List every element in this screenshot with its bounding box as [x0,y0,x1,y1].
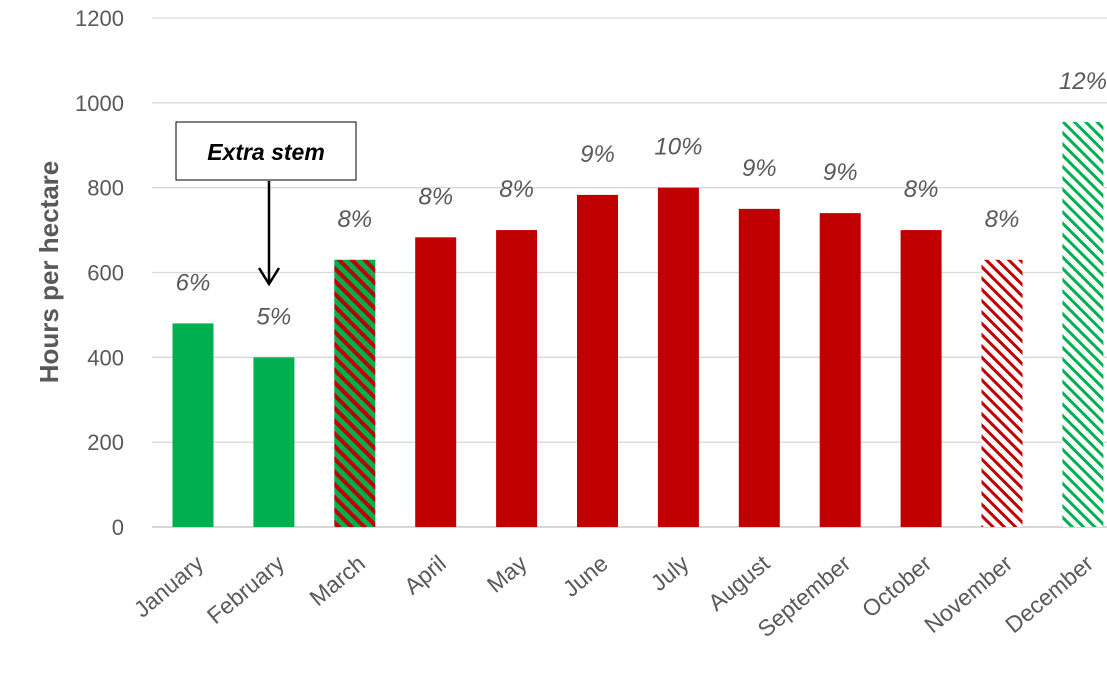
annotation-box [175,121,357,181]
bar-january [172,323,214,527]
bar-march [334,259,376,527]
bar-june [577,194,618,527]
percent-label: 8% [418,183,453,210]
bar-may [496,230,538,528]
percent-label: 6% [176,269,211,296]
x-tick-label: January [129,550,209,623]
x-tick-label: July [646,550,694,597]
y-tick-label: 200 [87,430,124,455]
gridlines [152,17,1107,528]
annotation-arrow-head [257,267,281,287]
percent-label: 5% [257,303,292,330]
y-axis-label: Hours per hectare [34,161,64,384]
x-tick-label: April [399,550,451,599]
bar-february [253,357,295,527]
y-tick-label: 400 [87,345,124,370]
x-tick-label: March [304,550,370,611]
y-tick-label: 1000 [75,91,124,116]
annotation: Extra stem [175,121,357,287]
bars [172,121,1104,528]
bar-april [415,237,457,527]
bar-september [819,213,861,527]
percent-label: 8% [985,206,1020,233]
y-tick-label: 800 [87,176,124,201]
percent-label: 12% [1059,68,1107,95]
y-tick-label: 0 [112,515,124,540]
percent-label: 8% [499,176,534,203]
x-tick-label: November [919,550,1017,638]
percent-label: 8% [337,206,372,233]
bar-october [900,230,942,528]
percent-labels: 6% 5% 8% 8% 8% 9% 10% 9% 9% 8% 8% 12% [176,68,1107,330]
x-tick-label: February [202,550,290,629]
x-tick-label: May [482,550,532,598]
y-tick-label: 1200 [75,6,124,31]
y-axis-ticks: 0 200 400 600 800 1000 1200 [75,6,124,540]
percent-label: 8% [904,176,939,203]
percent-label: 9% [742,155,777,182]
bar-november [981,259,1023,527]
y-tick-label: 600 [87,261,124,286]
bar-december [1062,121,1104,527]
x-tick-label: December [1000,550,1098,638]
bar-august [738,208,780,527]
x-tick-label: October [857,550,937,623]
percent-label: 9% [823,159,858,186]
x-tick-label: June [558,550,613,602]
bar-july [657,187,699,527]
percent-label: 9% [580,141,615,168]
x-tick-label: August [703,550,775,616]
percent-label: 10% [654,134,702,161]
annotation-text: Extra stem [207,139,325,165]
